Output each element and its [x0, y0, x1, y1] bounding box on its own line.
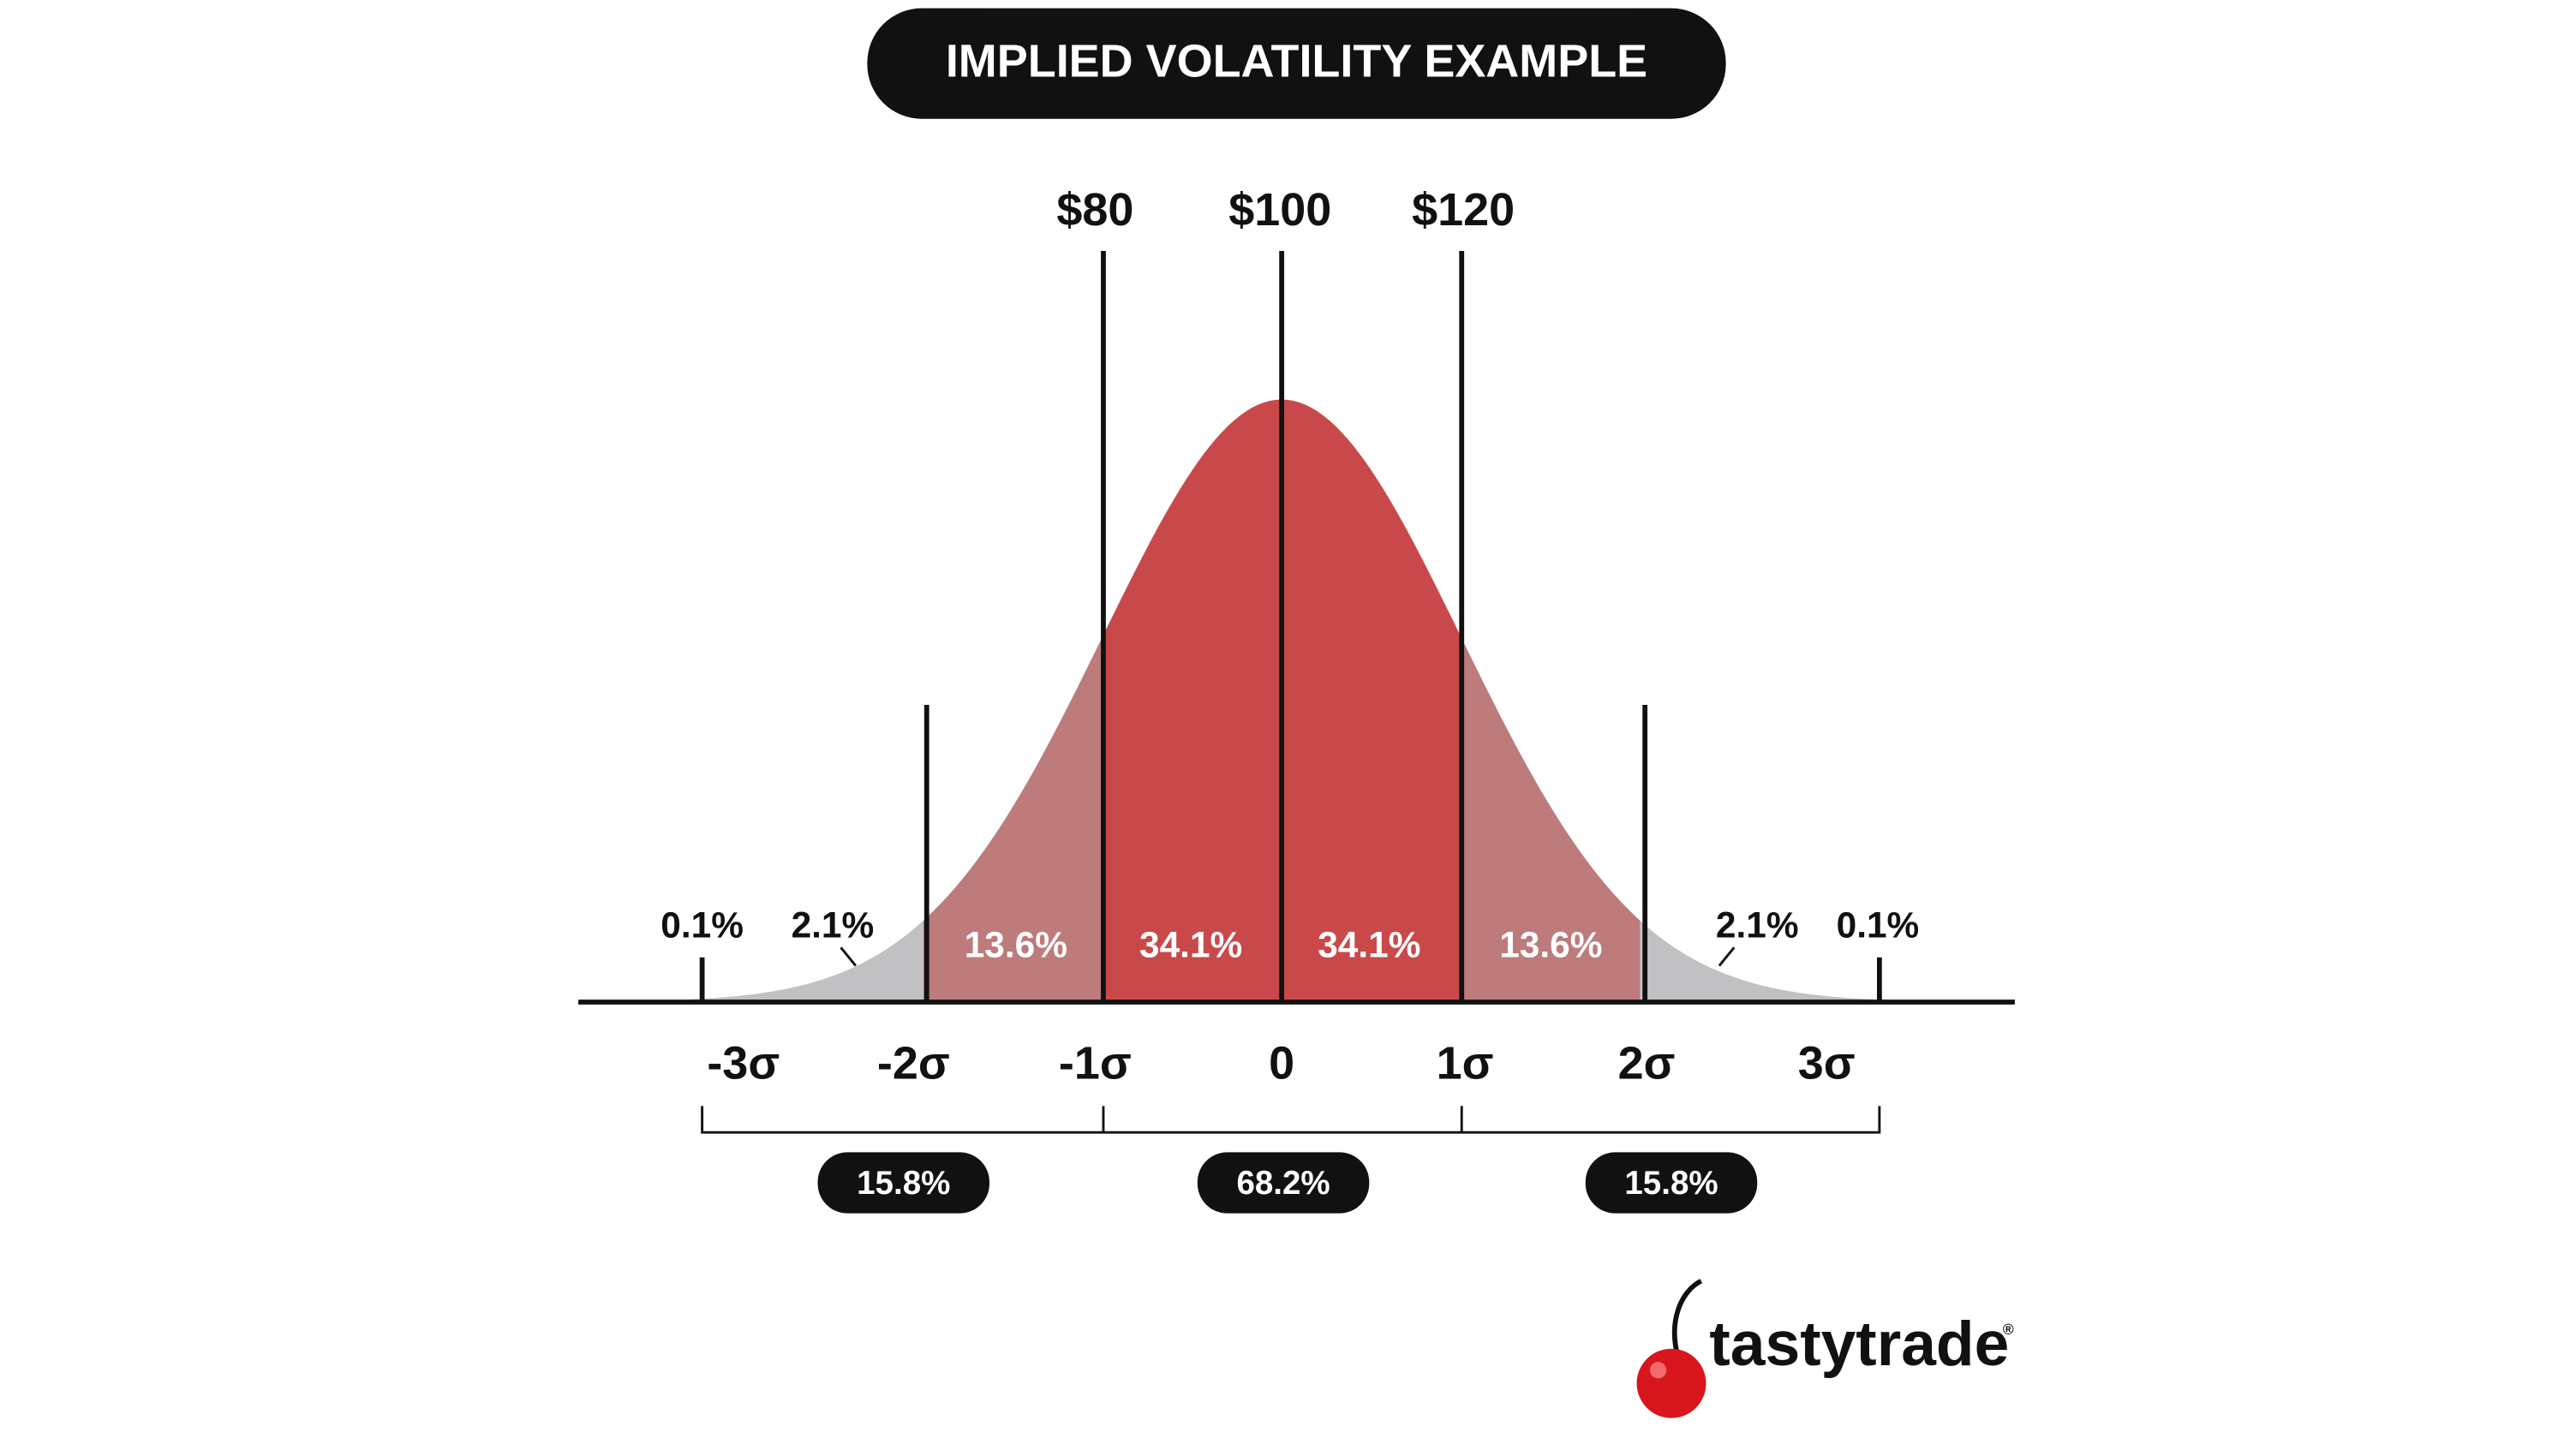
segment-label: 13.6%: [1499, 925, 1602, 965]
sigma-label: -3σ: [707, 1037, 780, 1089]
logo-mark: ®: [2003, 1321, 2014, 1338]
price-label: $120: [1412, 184, 1515, 236]
segment-label: 2.1%: [792, 904, 875, 945]
title-pill: [867, 8, 1726, 119]
price-label: $100: [1228, 184, 1331, 236]
sigma-label: -1σ: [1059, 1037, 1132, 1089]
logo: tastytrade ®: [1636, 1279, 2014, 1418]
segment-label: 34.1%: [1318, 925, 1420, 965]
segment-label: 2.1%: [1716, 904, 1799, 945]
sigma-label: 3σ: [1798, 1037, 1856, 1089]
sigma-label: -2σ: [877, 1037, 950, 1089]
segment-label: 0.1%: [660, 904, 744, 945]
sigma-label: 0: [1269, 1037, 1294, 1089]
price-label: $80: [1056, 184, 1133, 236]
sigma-label: 1σ: [1437, 1037, 1494, 1089]
range-pill: [817, 1152, 989, 1214]
curve-region: [1461, 636, 1641, 1002]
segment-label: 0.1%: [1837, 904, 1920, 945]
title: IMPLIED VOLATILITY EXAMPLE: [946, 35, 1647, 87]
curve-region: [923, 636, 1103, 1002]
sigma-label: 2σ: [1618, 1037, 1676, 1089]
curve-region: [1640, 920, 1874, 1002]
range-label: 15.8%: [1624, 1165, 1718, 1202]
curve-region: [690, 920, 923, 1002]
range-pill: [1197, 1152, 1370, 1214]
range-label: 15.8%: [857, 1165, 950, 1202]
segment-label: 13.6%: [965, 925, 1067, 965]
range-pill: [1585, 1152, 1758, 1214]
segment-label: 34.1%: [1139, 925, 1242, 965]
guide-lines: [578, 250, 2015, 1134]
logo-text: tastytrade: [1709, 1309, 2009, 1379]
range-label: 68.2%: [1236, 1165, 1330, 1202]
